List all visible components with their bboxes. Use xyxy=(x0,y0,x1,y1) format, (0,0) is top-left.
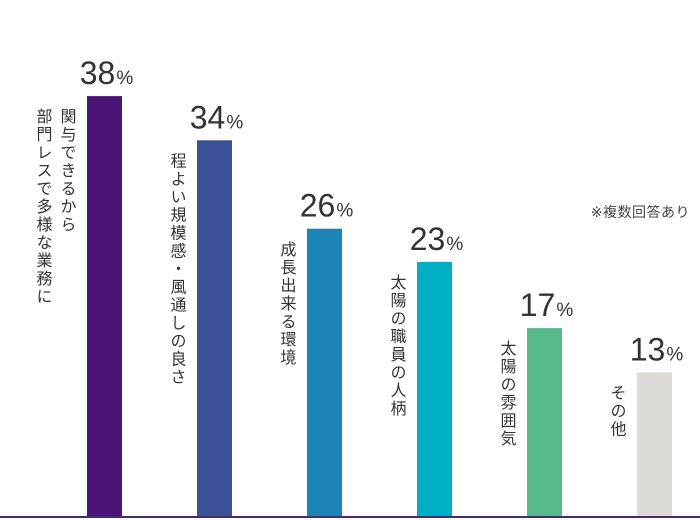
category-label-5: 太陽の雰囲気 xyxy=(498,340,517,448)
bar-5 xyxy=(527,328,562,516)
category-label-1-line-1: 部門レスで多様な業務に xyxy=(34,108,53,306)
bar-4 xyxy=(417,261,452,516)
category-label-6: その他 xyxy=(608,384,627,438)
bar-1 xyxy=(87,96,122,516)
category-label-3: 成長出来る環境 xyxy=(278,241,297,367)
category-label-2: 程よい規模感・風通しの良さ xyxy=(168,152,187,386)
value-label-5: 17% xyxy=(520,287,574,323)
value-label-2: 34% xyxy=(190,99,244,135)
bar-3 xyxy=(307,228,342,516)
category-label-1-line-2: 関与できるから xyxy=(58,108,77,234)
value-label-3: 26% xyxy=(300,188,354,224)
value-label-1: 38% xyxy=(80,55,134,91)
value-label-4: 23% xyxy=(410,221,464,257)
multiple-answers-note: ※複数回答あり xyxy=(590,205,690,221)
value-label-6: 13% xyxy=(630,331,684,367)
category-label-4: 太陽の職員の人柄 xyxy=(388,274,407,418)
bar-2 xyxy=(197,140,232,517)
bar-6 xyxy=(637,372,672,516)
